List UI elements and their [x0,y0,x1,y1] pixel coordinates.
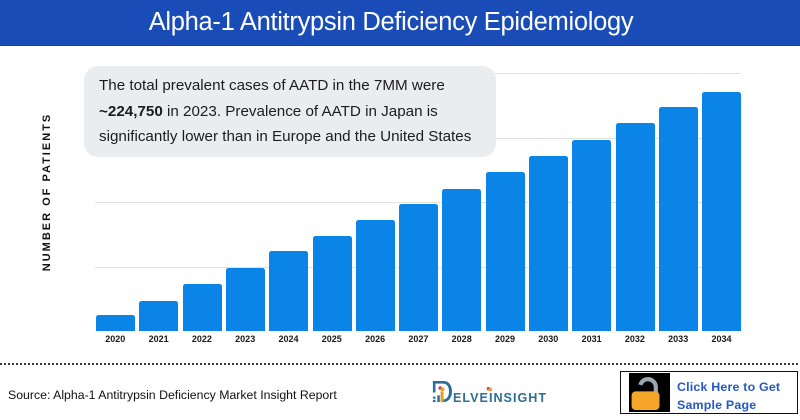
svg-text:ELVEINSIGHT: ELVEINSIGHT [453,391,547,405]
